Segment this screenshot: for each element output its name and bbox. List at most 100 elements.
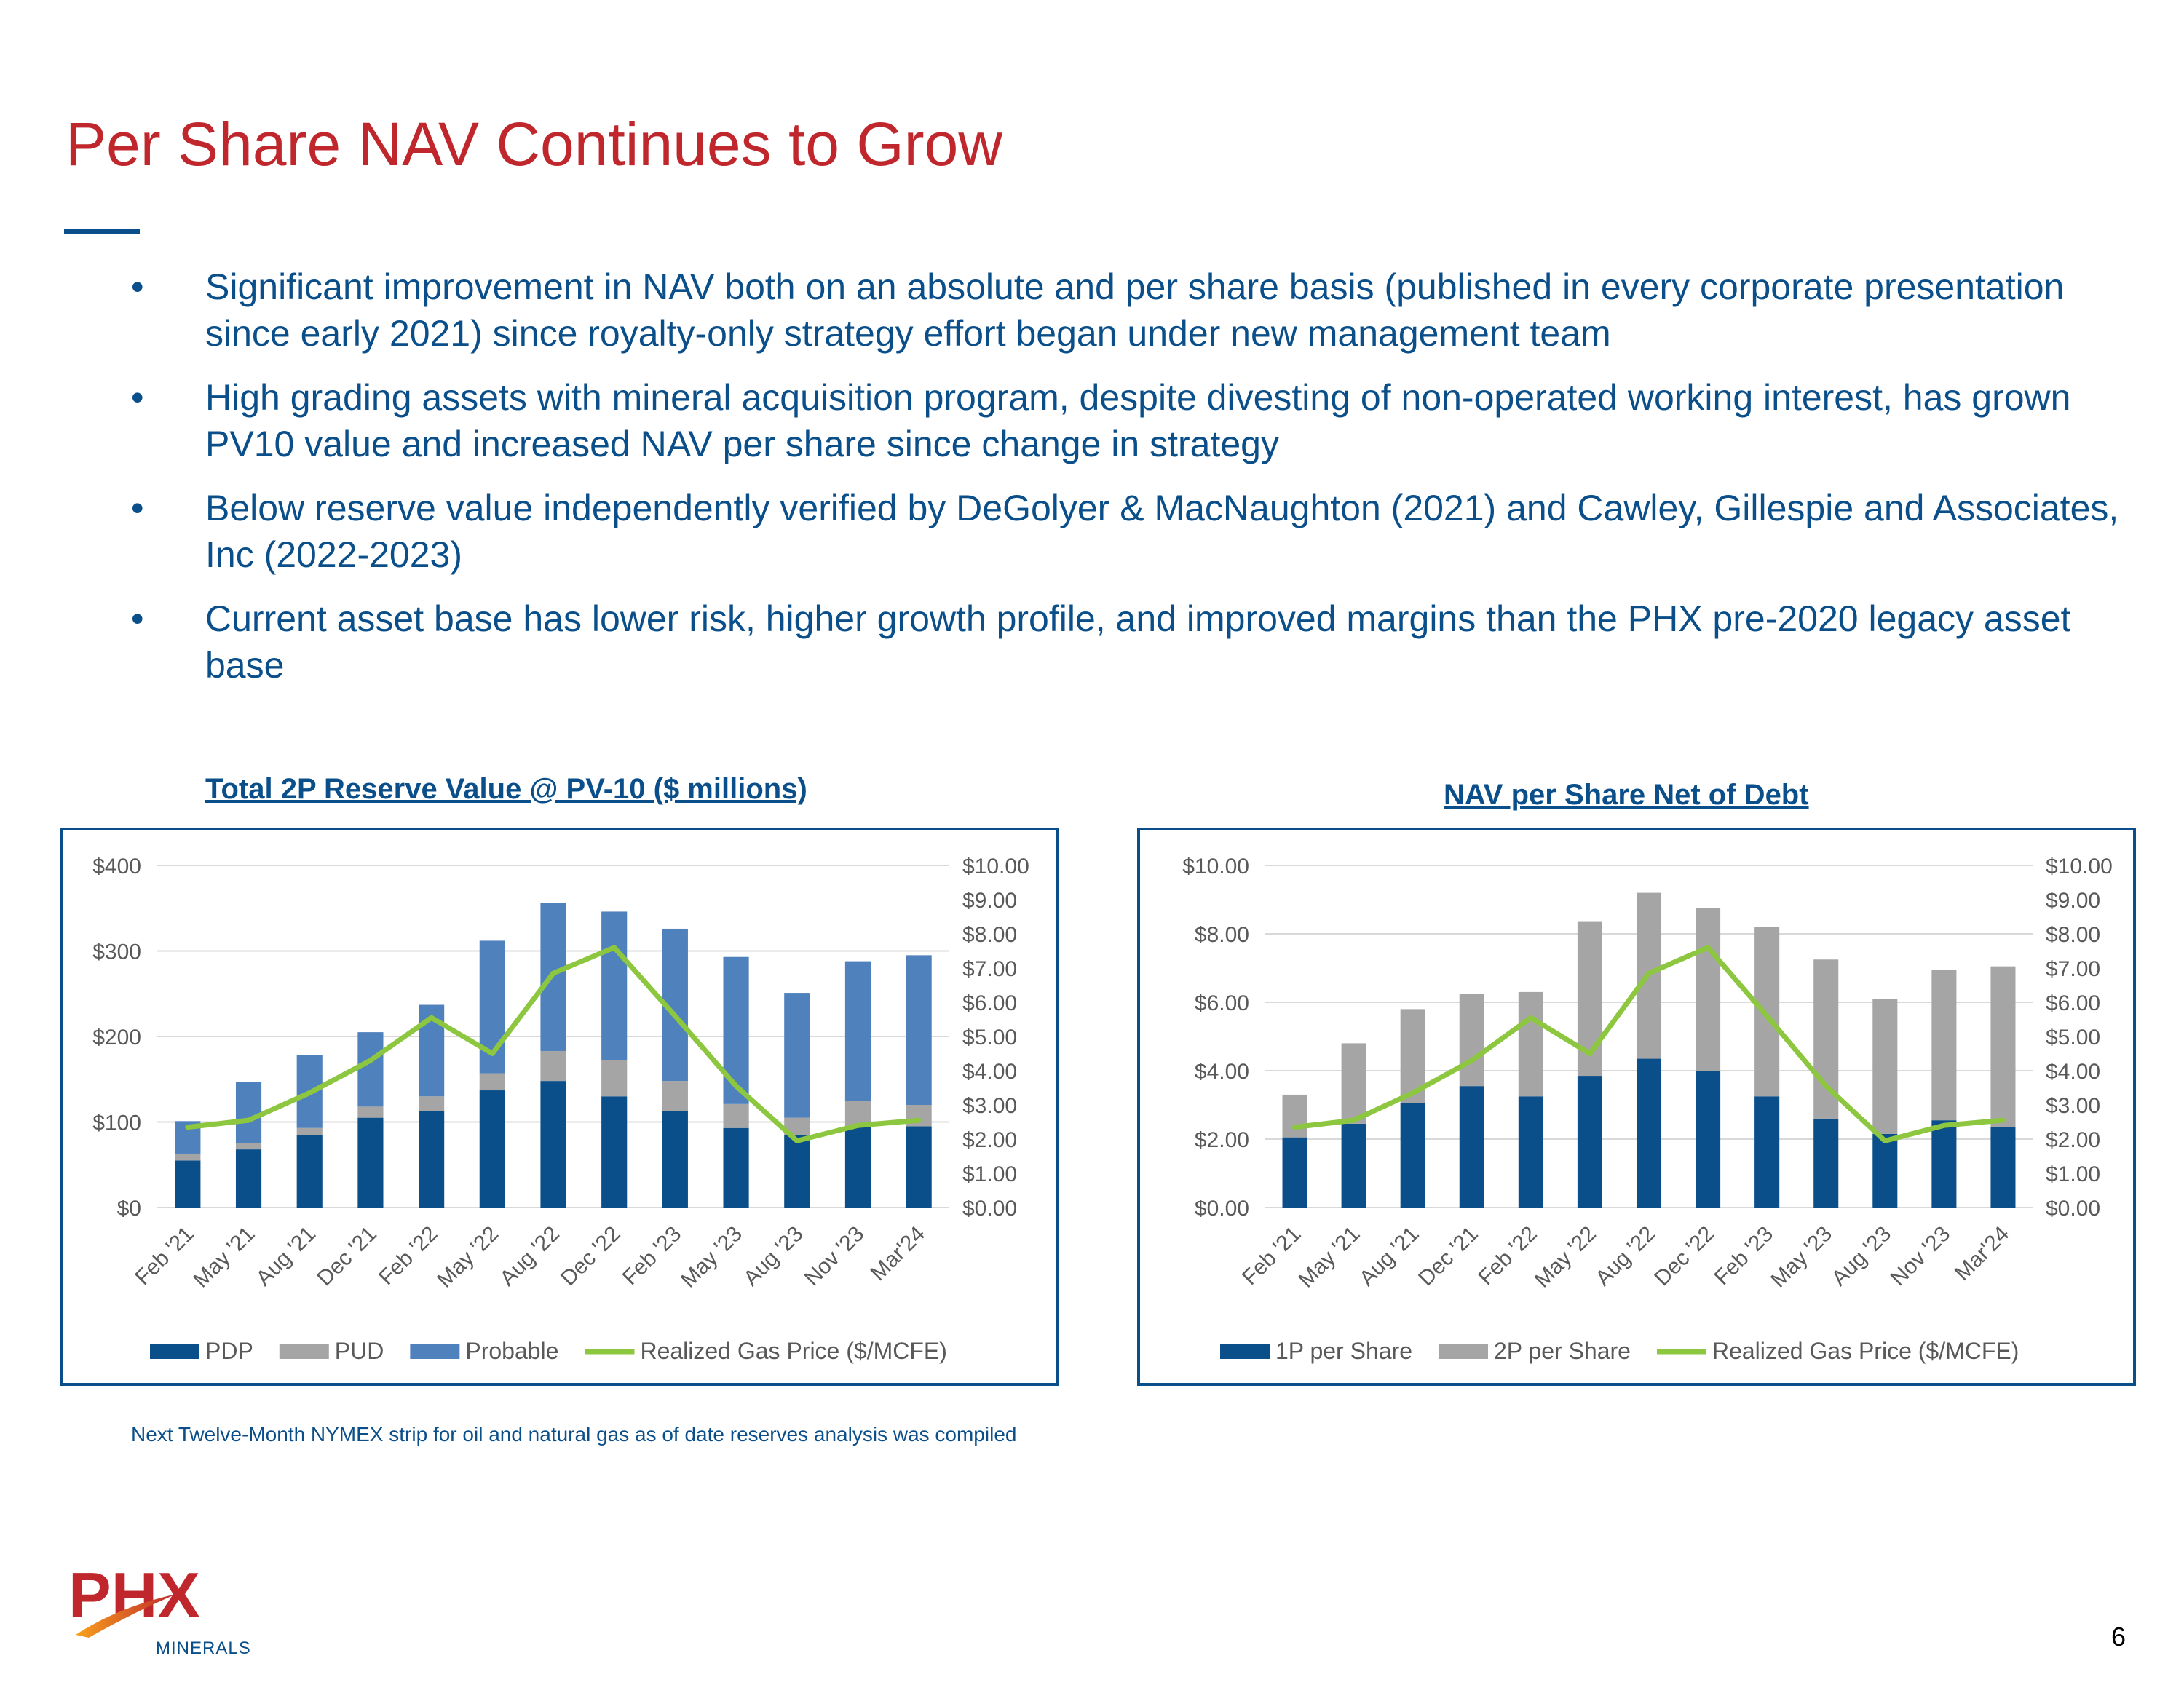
x-tick-label: May '21 [189, 1222, 260, 1293]
x-tick-label: Feb '23 [618, 1222, 686, 1290]
y-right-tick-label: $9.00 [962, 889, 1017, 913]
reserve-value-chart: $0 $100 $200 $300 $400 $0.00 $1.00 $2.00 $3.00 $4… [60, 828, 1059, 1386]
x-tick-label: Mar'24 [866, 1222, 930, 1286]
legend-swatch [279, 1344, 329, 1359]
x-tick-label: Dec '21 [1414, 1222, 1483, 1291]
x-tick-label: Nov '23 [800, 1222, 869, 1291]
x-tick-label: Dec '21 [312, 1222, 381, 1291]
bar-pud [784, 1117, 810, 1135]
x-tick-label: Aug '21 [252, 1222, 321, 1291]
y-left-tick-label: $0.00 [1195, 1197, 1249, 1221]
y-left-tick-label: $8.00 [1195, 923, 1249, 947]
bar-1p-per-share [1931, 1120, 1957, 1208]
x-tick-label: May '23 [676, 1222, 747, 1293]
bar-probable [723, 956, 749, 1104]
y-left-tick-label: $2.00 [1195, 1128, 1249, 1152]
bullet-text: High grading assets with mineral acquisi… [205, 377, 2071, 464]
bar-1p-per-share [1813, 1118, 1839, 1208]
bar-2p-per-share [1459, 994, 1484, 1087]
page-title: Per Share NAV Continues to Grow [66, 110, 1003, 178]
logo-subtext: MINERALS [156, 1638, 251, 1658]
bar-1p-per-share [1990, 1127, 2016, 1208]
x-tick-label: Nov '23 [1886, 1222, 1955, 1291]
bar-2p-per-share [1341, 1043, 1366, 1124]
bar-1p-per-share [1577, 1076, 1602, 1208]
bar-probable [906, 955, 932, 1105]
bar-2p-per-share [1518, 991, 1543, 1097]
bar-pud [175, 1153, 201, 1161]
title-underline [64, 229, 140, 234]
bar-1p-per-share [1696, 1071, 1721, 1208]
legend-label: 2P per Share [1494, 1338, 1631, 1364]
bar-1p-per-share [1341, 1123, 1366, 1208]
reserve-value-chart-svg: $0 $100 $200 $300 $400 $0.00 $1.00 $2.00 $3.00 $4… [92, 855, 1029, 1364]
y-right-tick-label: $1.00 [962, 1162, 1017, 1186]
bar-pdp [419, 1111, 445, 1208]
bar-pud [235, 1143, 262, 1150]
y-left-tick-label: $10.00 [1182, 855, 1249, 879]
bar-pdp [296, 1135, 323, 1208]
x-tick-label: Feb '22 [1473, 1222, 1541, 1290]
y-left-tick-label: $4.00 [1195, 1060, 1249, 1084]
bar-pud [844, 1101, 871, 1127]
legend-swatch [410, 1344, 460, 1359]
bullet-item: • High grading assets with mineral acquis… [124, 374, 2133, 467]
x-tick-label: Mar'24 [1950, 1222, 2014, 1286]
bar-probable [601, 911, 628, 1060]
legend-swatch [1220, 1344, 1270, 1359]
bullet-item: • Significant improvement in NAV both on … [124, 263, 2133, 357]
bar-probable [235, 1082, 262, 1143]
y-right-tick-label: $4.00 [962, 1060, 1017, 1084]
y-right-tick-label: $3.00 [962, 1094, 1017, 1118]
bullet-item: • Below reserve value independently verif… [124, 485, 2133, 578]
x-tick-label: Feb '22 [374, 1222, 442, 1290]
x-tick-label: Aug '22 [1591, 1222, 1660, 1291]
y-right-tick-label: $8.00 [2046, 923, 2100, 947]
x-tick-label: Aug '23 [1827, 1222, 1896, 1291]
y-right-tick-label: $1.00 [2046, 1162, 2100, 1186]
bar-pud [296, 1127, 323, 1135]
bullet-symbol: • [131, 488, 144, 528]
bullet-text: Below reserve value independently verifi… [205, 488, 2119, 575]
y-right-tick-label: $8.00 [962, 923, 1017, 947]
bar-2p-per-share [1696, 908, 1721, 1071]
x-tick-label: Aug '23 [739, 1222, 808, 1291]
y-right-tick-label: $2.00 [962, 1128, 1017, 1152]
bar-1p-per-share [1872, 1133, 1898, 1208]
legend-label: Realized Gas Price ($/MCFE) [1712, 1338, 2019, 1364]
y-left-tick-label: $100 [92, 1111, 141, 1135]
logo-wordmark: PHX [68, 1565, 200, 1631]
legend-swatch [150, 1344, 199, 1359]
bullet-item: • Current asset base has lower risk, high… [124, 595, 2133, 689]
bullet-symbol: • [131, 377, 144, 418]
bar-pdp [175, 1160, 201, 1208]
nav-per-share-chart-svg: $0.00 $2.00 $4.00 $6.00 $8.00 $10.00 $0.00 $1.0… [1182, 855, 2113, 1364]
bar-pud [601, 1060, 628, 1097]
legend-label: PDP [205, 1338, 253, 1364]
x-tick-label: Feb '23 [1710, 1222, 1778, 1290]
bar-1p-per-share [1282, 1137, 1307, 1208]
bar-probable [357, 1032, 384, 1107]
y-right-tick-label: $6.00 [2046, 991, 2100, 1015]
y-right-tick-label: $2.00 [2046, 1128, 2100, 1152]
nav-per-share-chart: $0.00 $2.00 $4.00 $6.00 $8.00 $10.00 $0.00 $1.0… [1137, 828, 2136, 1386]
page-number: 6 [2110, 1622, 2126, 1652]
y-right-tick-label: $6.00 [962, 991, 1017, 1015]
phx-minerals-logo: PHX MINERALS [68, 1565, 251, 1658]
y-right-tick-label: $0.00 [962, 1197, 1017, 1221]
bar-pud [540, 1050, 566, 1082]
y-right-tick-label: $0.00 [2046, 1197, 2100, 1221]
y-right-tick-label: $7.00 [962, 957, 1017, 981]
logo-swoosh-icon [76, 1594, 176, 1638]
x-tick-label: Feb '21 [1238, 1222, 1305, 1290]
bullet-text: Significant improvement in NAV both on a… [205, 266, 2065, 354]
chart-title-nav-per-share: NAV per Share Net of Debt [1444, 779, 1809, 811]
y-right-tick-label: $5.00 [2046, 1026, 2100, 1050]
bar-1p-per-share [1636, 1058, 1662, 1208]
y-left-tick-label: $6.00 [1195, 991, 1249, 1015]
y-left-tick-label: $300 [92, 940, 141, 964]
legend-label: Probable [465, 1338, 558, 1364]
bullet-text: Current asset base has lower risk, highe… [205, 598, 2071, 686]
x-tick-label: May '21 [1294, 1222, 1365, 1293]
bar-1p-per-share [1459, 1086, 1484, 1208]
